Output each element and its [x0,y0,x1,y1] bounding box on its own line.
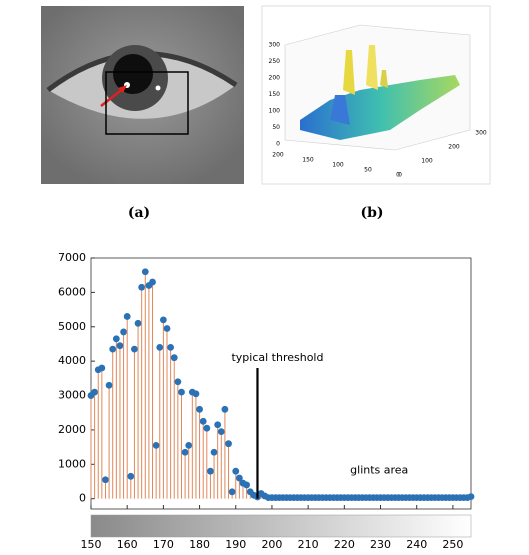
x-tick-label: 180 [189,538,210,551]
stem-marker [178,388,185,396]
y-tick-label: 0 [396,172,400,179]
stem-marker [214,421,222,429]
stem-marker [120,328,127,336]
stem-marker [105,381,113,389]
stem-marker [159,316,167,324]
y-tick-label: 1000 [58,457,86,470]
x-tick-label: 250 [442,538,463,551]
surface-plot [261,5,491,185]
stem-marker [181,448,189,456]
x-tick-label: 220 [334,538,355,551]
y-tick-label: 150 [302,157,314,164]
x-tick-label: 240 [406,538,427,551]
stem-marker [174,378,182,386]
stem-marker [152,441,160,449]
stem-marker [207,467,214,475]
x-tick-label: 300 [475,130,487,137]
stem-marker [185,441,193,449]
y-tick-label: 3000 [58,389,86,402]
z-tick-label: 200 [269,75,281,82]
z-tick-label: 300 [269,42,281,49]
stem-marker [228,488,236,496]
stem-marker [199,417,207,425]
eye-image [41,6,244,184]
y-tick-label: 2000 [58,423,86,436]
stem-marker [232,467,240,475]
stem-marker [138,283,146,291]
stem-marker [235,474,243,482]
y-tick-label: 7000 [58,251,86,264]
z-tick-label: 50 [272,124,280,131]
x-tick-label: 160 [117,538,138,551]
x-tick-label: 210 [298,538,319,551]
x-tick-label: 190 [225,538,246,551]
plot-area [90,257,472,510]
y-tick-label: 50 [364,167,372,174]
stem-marker [131,345,138,353]
subfigure-label: (b) [360,205,383,221]
stem-marker [112,335,120,343]
threshold-label: typical threshold [231,351,323,364]
x-tick-label: 200 [261,538,282,551]
stem-marker [98,364,106,372]
z-tick-label: 0 [276,141,280,148]
stem-marker [134,319,142,327]
x-tick-label: 0 [398,172,402,179]
x-tick-label: 170 [153,538,174,551]
x-tick-label: 200 [448,144,460,151]
stem-marker [123,313,131,320]
stem-marker [243,481,251,489]
stem-marker [221,405,229,413]
stem-marker [141,268,149,276]
stem-marker [217,428,225,436]
stem-marker [225,440,232,448]
subfigure-label: (a) [128,205,150,221]
z-tick-label: 250 [269,58,281,65]
y-tick-label: 0 [79,492,86,505]
stem-marker [116,342,124,350]
y-tick-label: 4000 [58,354,86,367]
stem-marker [163,325,171,332]
stem-marker [210,448,218,456]
z-tick-label: 150 [269,91,281,98]
stem-marker [102,476,109,484]
stem-marker [203,424,211,432]
stem-marker [196,405,203,413]
stem-marker [91,388,99,396]
x-tick-label: 230 [370,538,391,551]
annotation: glints area [350,464,408,477]
y-tick-label: 100 [332,162,344,169]
stem-marker [170,354,178,362]
gray-scale-bar [90,514,472,538]
y-tick-label: 5000 [58,320,86,333]
stem-marker [149,278,156,286]
x-tick-label: 100 [421,158,433,165]
stem-marker [167,343,175,351]
z-tick-label: 100 [269,108,281,115]
y-tick-label: 200 [272,152,284,159]
stem-marker [192,390,200,398]
stem-marker [109,345,117,353]
y-tick-label: 6000 [58,285,86,298]
x-tick-label: 150 [81,538,102,551]
stem-marker [127,472,135,480]
stem-marker [467,493,475,501]
stem-marker [156,343,164,351]
